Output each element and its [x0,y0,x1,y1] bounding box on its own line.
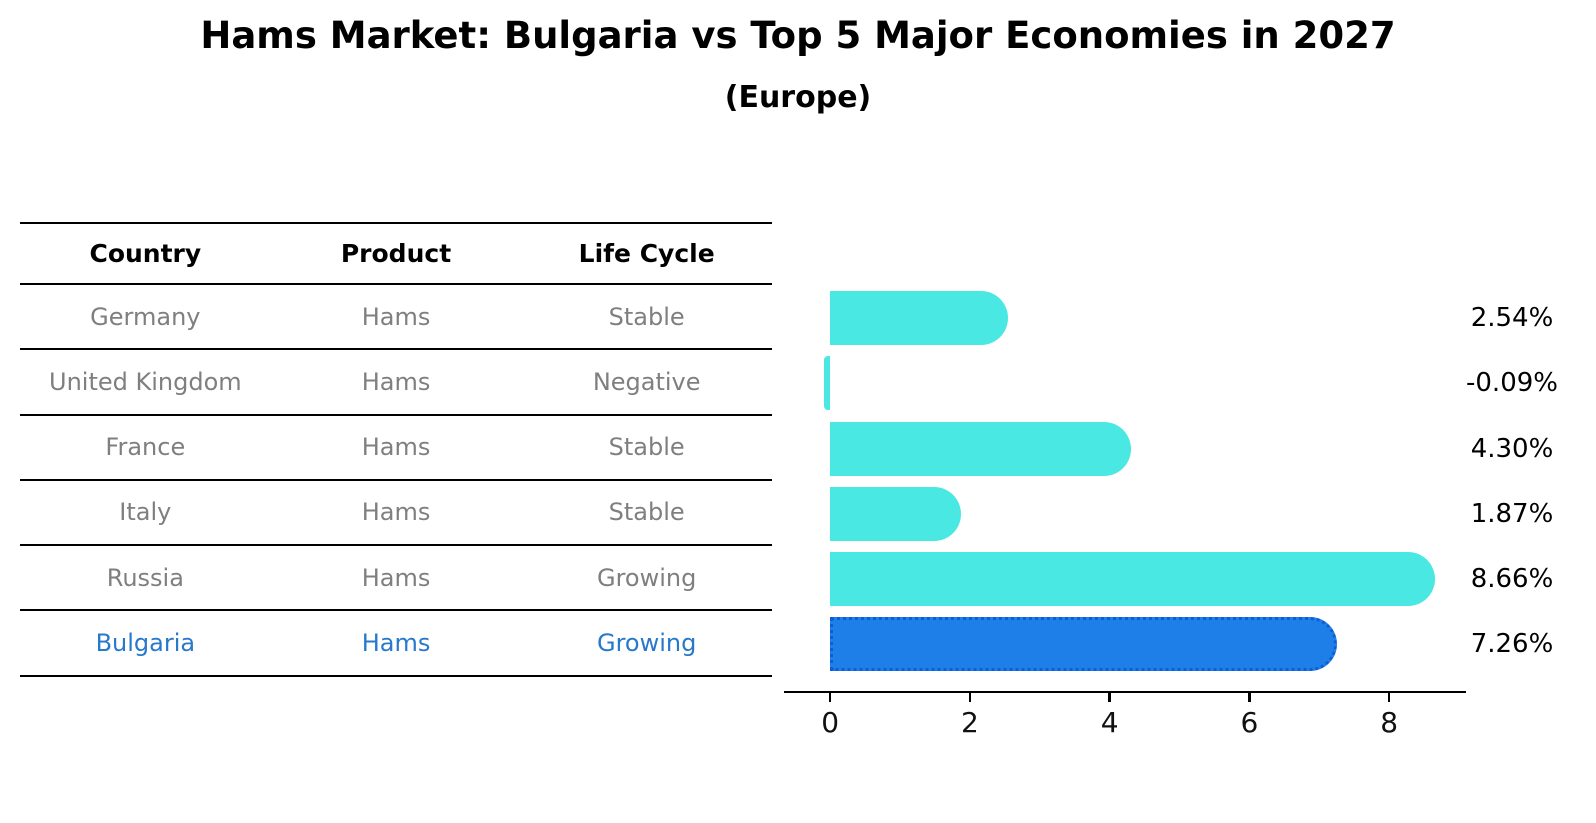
table-body: Germany Hams Stable United Kingdom Hams Negat… [20,285,772,677]
table-cell-country: Bulgaria [95,628,196,657]
table-header-country: Country [89,239,202,268]
chart-subtitle: (Europe) [724,80,872,115]
table-cell-life-cycle: Growing [596,628,697,657]
table-row-germany: Germany Hams Stable [20,285,772,351]
x-tick-label-4: 4 [1100,705,1119,739]
table-row-united-kingdom: United Kingdom Hams Negative [20,350,772,416]
table-cell-product: Hams [361,302,431,331]
table-cell-life-cycle: Stable [608,433,685,462]
bar-germany [830,291,1008,346]
table-cell-country: Italy [119,498,172,527]
table-cell-product: Hams [361,498,431,527]
x-tick-8 [1387,693,1391,702]
table-cell-life-cycle: Stable [608,498,685,527]
value-label-germany: 2.54% [1470,303,1554,334]
x-tick-2 [968,693,972,702]
x-tick-6 [1248,693,1251,702]
table-cell-life-cycle: Growing [596,563,697,592]
table-cell-product: Hams [361,367,431,396]
bar-bulgaria [830,617,1338,672]
bars-area [784,286,1466,678]
table-cell-life-cycle: Negative [592,367,701,396]
value-label-united-kingdom: -0.09% [1466,368,1558,399]
table-cell-product: Hams [361,563,431,592]
bar-row-bulgaria [784,612,1466,677]
bar-row-united-kingdom [784,351,1466,416]
bar-chart: 0 2 4 6 8 [784,286,1466,746]
bar-row-germany [784,286,1466,351]
table-cell-country: Russia [106,563,184,592]
bar-italy [830,486,961,541]
table-row-russia: Russia Hams Growing [20,546,772,612]
table-row-bulgaria: Bulgaria Hams Growing [20,611,772,677]
table-cell-country: France [105,433,186,462]
table-cell-product: Hams [361,433,431,462]
table-header-row: Country Product Life Cycle [20,222,772,285]
table-row-italy: Italy Hams Stable [20,481,772,546]
bar-united-kingdom [823,356,831,411]
bar-row-france [784,416,1466,481]
table-cell-product: Hams [361,628,431,657]
table-cell-country: Germany [90,302,201,331]
chart-title: Hams Market: Bulgaria vs Top 5 Major Eco… [200,14,1396,57]
x-tick-label-8: 8 [1380,705,1399,739]
country-table: Country Product Life Cycle Germany Hams St… [20,222,772,677]
x-axis-line [784,690,1466,693]
x-tick-label-0: 0 [821,705,840,739]
x-tick-label-6: 6 [1240,705,1259,739]
value-label-bulgaria: 7.26% [1470,629,1554,660]
table-cell-country: United Kingdom [49,367,242,396]
x-tick-4 [1108,693,1111,702]
value-label-france: 4.30% [1470,433,1554,464]
value-labels: 2.54% -0.09% 4.30% 1.87% 8.66% 7.26% [1442,286,1582,678]
bar-france [830,421,1131,476]
table-row-france: France Hams Stable [20,416,772,481]
value-label-italy: 1.87% [1470,498,1554,529]
bar-russia [830,552,1436,607]
bar-row-russia [784,547,1466,612]
bar-row-italy [784,481,1466,546]
table-header-product: Product [340,239,452,268]
x-tick-label-2: 2 [960,705,979,739]
table-cell-life-cycle: Stable [608,302,685,331]
value-label-russia: 8.66% [1470,564,1554,595]
table-header-lifecycle: Life Cycle [578,239,715,268]
x-tick-0 [828,693,832,702]
